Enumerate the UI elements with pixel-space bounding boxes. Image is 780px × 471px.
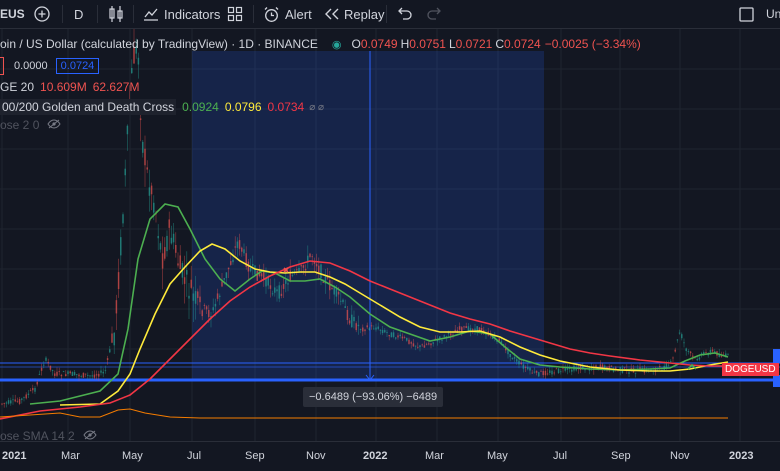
legend-sma-row: ose SMA 14 2 bbox=[0, 429, 97, 441]
indicators-icon bbox=[144, 8, 158, 21]
redo-button[interactable] bbox=[426, 0, 442, 28]
ohlc-high: 0.0751 bbox=[409, 37, 446, 51]
time-label: Sep bbox=[245, 450, 265, 462]
hidden-eye-icon bbox=[47, 118, 61, 132]
ohlc-low-label: L bbox=[448, 37, 456, 51]
cross-value-3: 0.0734 bbox=[267, 100, 305, 114]
legend-volume-row: GE 20 10.609M 62.627M bbox=[0, 80, 139, 94]
alarm-clock-icon bbox=[264, 6, 279, 22]
cross-indicator-label: 00/200 Golden and Death Cross bbox=[0, 99, 177, 115]
plus-circle-icon bbox=[34, 6, 50, 22]
time-label: Mar bbox=[61, 450, 80, 462]
sma-indicator-label: ose SMA 14 2 bbox=[0, 429, 75, 441]
toolbar-separator bbox=[97, 5, 98, 23]
symbol-label: EUS bbox=[0, 7, 25, 21]
toolbar-separator bbox=[62, 5, 63, 23]
cross-value-2: 0.0796 bbox=[224, 100, 262, 114]
golden-cross-icon bbox=[687, 363, 697, 370]
alert-label: Alert bbox=[285, 6, 312, 22]
legend-main-row: oin / US Dollar (calculated by TradingVi… bbox=[0, 37, 641, 51]
symbol-description: oin / US Dollar (calculated by TradingVi… bbox=[0, 37, 318, 51]
ohlc-close: 0.0724 bbox=[504, 37, 541, 51]
cross-empty-icons: ⌀ ⌀ bbox=[309, 101, 325, 113]
redo-icon bbox=[427, 7, 441, 20]
ma-green-line bbox=[29, 203, 729, 405]
top-toolbar: EUS D Indicators Alert Replay Un bbox=[0, 0, 780, 29]
candlestick-icon bbox=[109, 6, 123, 22]
legend-close-row: ose 2 0 bbox=[0, 118, 61, 132]
toolbar-separator bbox=[133, 5, 134, 23]
price-chart[interactable] bbox=[0, 29, 780, 441]
price-scale-marker-lower bbox=[773, 375, 780, 387]
volume-value-2: 62.627M bbox=[92, 80, 140, 94]
time-label: May bbox=[487, 450, 508, 462]
time-label: Nov bbox=[670, 450, 690, 462]
cross-value-1: 0.0924 bbox=[182, 100, 219, 114]
compare-add-button[interactable] bbox=[34, 0, 50, 28]
layout-label: Un bbox=[766, 7, 780, 21]
indicators-label: Indicators bbox=[164, 6, 221, 22]
hidden-eye-icon bbox=[83, 429, 97, 441]
ohlc-open: 0.0749 bbox=[360, 37, 398, 51]
symbol-price-tag: DOGEUSD bbox=[722, 363, 779, 376]
legend-values-row: 0.0000 0.0724 bbox=[0, 57, 100, 75]
symbol-search-button[interactable]: EUS bbox=[0, 0, 25, 28]
value-box-price: 0.0724 bbox=[55, 58, 100, 74]
rewind-icon bbox=[325, 8, 339, 20]
time-label: 2022 bbox=[363, 450, 388, 462]
indicators-button[interactable]: Indicators bbox=[143, 0, 220, 28]
volume-ma-line bbox=[0, 408, 728, 419]
unnamed-layout-button[interactable]: Un bbox=[766, 0, 780, 28]
volume-value-1: 10.609M bbox=[40, 80, 87, 94]
chart-grid bbox=[0, 29, 780, 441]
ohlc-change: −0.0025 (−3.34%) bbox=[544, 37, 641, 51]
time-label: Jul bbox=[553, 450, 568, 462]
volume-label: GE 20 bbox=[0, 80, 35, 94]
ma-yellow-line bbox=[59, 243, 729, 406]
time-label: May bbox=[122, 450, 143, 462]
replay-button[interactable]: Replay bbox=[324, 0, 384, 28]
cross-markers bbox=[283, 267, 697, 370]
death-cross-icon bbox=[283, 267, 289, 273]
ohlc-low: 0.0721 bbox=[455, 37, 493, 51]
ohlc-open-label: O bbox=[351, 37, 361, 51]
replay-label: Replay bbox=[344, 6, 385, 22]
fullscreen-button[interactable] bbox=[739, 0, 754, 28]
ohlc-close-label: C bbox=[495, 37, 504, 51]
time-label: Nov bbox=[306, 450, 326, 462]
time-label: 2021 bbox=[2, 450, 27, 462]
interval-button[interactable]: D bbox=[74, 0, 83, 28]
ohlc-high-label: H bbox=[400, 37, 410, 51]
ma-red-line bbox=[0, 260, 728, 420]
toolbar-separator bbox=[386, 5, 387, 23]
alert-button[interactable]: Alert bbox=[263, 0, 312, 28]
value-box-zero: 0.0000 bbox=[14, 60, 48, 72]
undo-icon bbox=[398, 7, 412, 20]
templates-button[interactable] bbox=[227, 0, 243, 28]
toolbar-separator bbox=[253, 5, 254, 23]
time-label: Sep bbox=[611, 450, 631, 462]
close-indicator-label: ose 2 0 bbox=[0, 118, 40, 132]
measure-result-label: −0.6489 (−93.06%) −6489 bbox=[303, 387, 444, 407]
time-label: Jul bbox=[187, 450, 202, 462]
value-box-left bbox=[0, 57, 4, 75]
interval-label: D bbox=[74, 6, 84, 22]
measure-selection-area bbox=[192, 51, 544, 380]
market-open-icon: ◉ bbox=[331, 38, 342, 51]
chart-type-button[interactable] bbox=[108, 0, 124, 28]
undo-button[interactable] bbox=[397, 0, 413, 28]
legend-cross-row: 00/200 Golden and Death Cross 0.0924 0.0… bbox=[0, 99, 324, 115]
grid-icon bbox=[227, 6, 243, 22]
price-scale-marker-upper bbox=[773, 349, 780, 363]
time-axis[interactable]: 2021 Mar May Jul Sep Nov 2022 Mar May Ju… bbox=[0, 441, 780, 471]
time-label: Mar bbox=[425, 450, 444, 462]
square-icon bbox=[739, 6, 754, 22]
chart-area[interactable]: oin / US Dollar (calculated by TradingVi… bbox=[0, 29, 780, 441]
time-label: 2023 bbox=[729, 450, 754, 462]
